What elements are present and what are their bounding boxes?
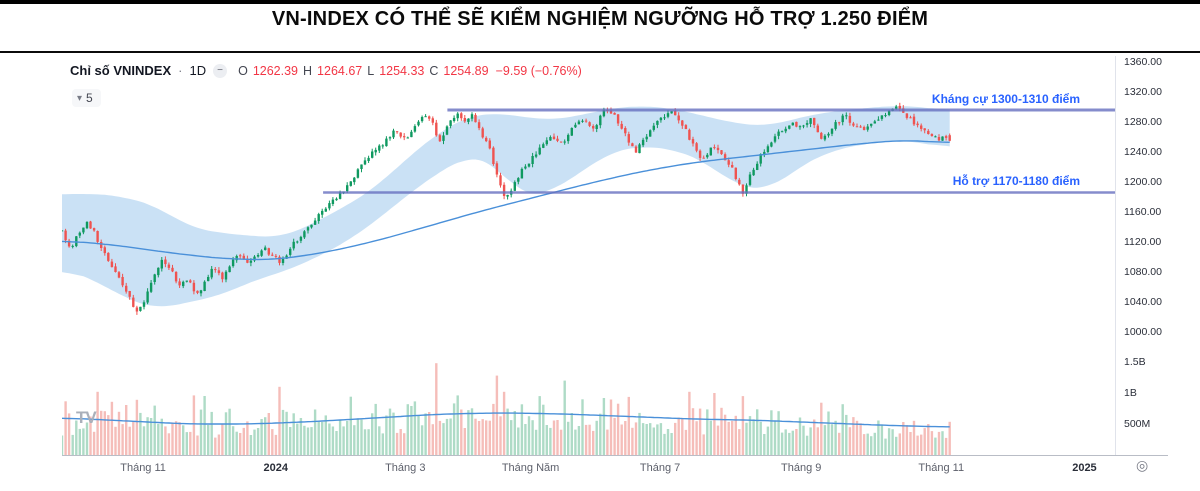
top-border [0,0,1200,4]
price-tick-label: 1080.00 [1124,266,1162,278]
indicator-count: 5 [86,91,93,105]
price-tick-label: 1320.00 [1124,86,1162,98]
close-value: 1254.89 [443,63,489,78]
chevron-down-icon: ▾ [77,92,83,104]
interval-label[interactable]: 1D [189,63,207,78]
price-tick-label: 1240.00 [1124,146,1162,158]
price-axis[interactable]: 1360.00 1320.00 1280.00 1240.00 1200.00 1160.… [1122,56,1168,455]
low-value: 1254.33 [379,63,425,78]
x-axis-label: Tháng 7 [639,462,681,474]
volume-tick-label: 500M [1124,418,1151,430]
support-label[interactable]: Hỗ trợ 1170-1180 điểm [952,174,1080,188]
price-tick-label: 1040.00 [1124,296,1162,308]
ohlc-readout: O 1262.39 H 1264.67 L 1254.33 C 1254.89 −9.5… [238,64,582,78]
price-tick-label: 1120.00 [1124,236,1162,248]
price-tick-label: 1000.00 [1124,326,1162,338]
low-label: L [367,63,375,78]
resistance-label[interactable]: Kháng cự 1300-1310 điểm [931,92,1080,106]
x-axis-label: Tháng Năm [501,462,560,474]
close-label: C [429,63,439,78]
target-icon[interactable]: ◎ [1136,457,1149,473]
change-value: −9.59 (−0.76%) [495,63,582,78]
x-axis-label: 2024 [263,462,288,474]
open-label: O [238,63,248,78]
volume-tick-label: 1.5B [1124,356,1146,368]
candles [62,102,951,315]
price-tick-label: 1360.00 [1124,56,1162,68]
x-axis-label: Tháng 11 [918,462,965,474]
ma-line [62,140,950,261]
price-volume-chart-canvas[interactable] [62,56,1168,484]
tradingview-logo[interactable]: TV [76,408,97,427]
chart-header: Chỉ số VNINDEX · 1D − O 1262.39 H 1264.67 … [70,63,582,78]
time-axis-separator [62,455,1168,456]
open-value: 1262.39 [252,63,299,78]
minimize-icon[interactable]: − [213,63,228,78]
indicator-toggle[interactable]: ▾ 5 [72,89,101,107]
x-axis-label: Tháng 11 [120,462,166,474]
high-value: 1264.67 [317,63,363,78]
chart-widget: Chỉ số VNINDEX · 1D − O 1262.39 H 1264.67 … [62,56,1168,484]
price-tick-label: 1200.00 [1124,176,1162,188]
volume-ma-line [62,412,950,428]
title-divider [0,51,1200,53]
price-tick-label: 1280.00 [1124,116,1162,128]
volume-tick-label: 1B [1124,387,1137,399]
high-label: H [303,63,313,78]
symbol-name[interactable]: Chỉ số VNINDEX [70,63,172,78]
volume-bars [62,363,951,455]
time-axis[interactable]: Tháng 11 2024 Tháng 3 Tháng Năm Tháng 7 Tháng… [62,460,1115,478]
x-axis-label: 2025 [1072,462,1097,474]
x-axis-label: Tháng 9 [781,462,822,474]
separator-dot: · [178,63,183,78]
bollinger-band [62,106,950,307]
price-axis-separator [1115,56,1116,455]
x-axis-label: Tháng 3 [385,462,426,474]
page-title: VN-INDEX CÓ THỂ SẼ KIỂM NGHIỆM NGƯỠNG HỖ… [271,8,929,30]
price-tick-label: 1160.00 [1124,206,1162,218]
